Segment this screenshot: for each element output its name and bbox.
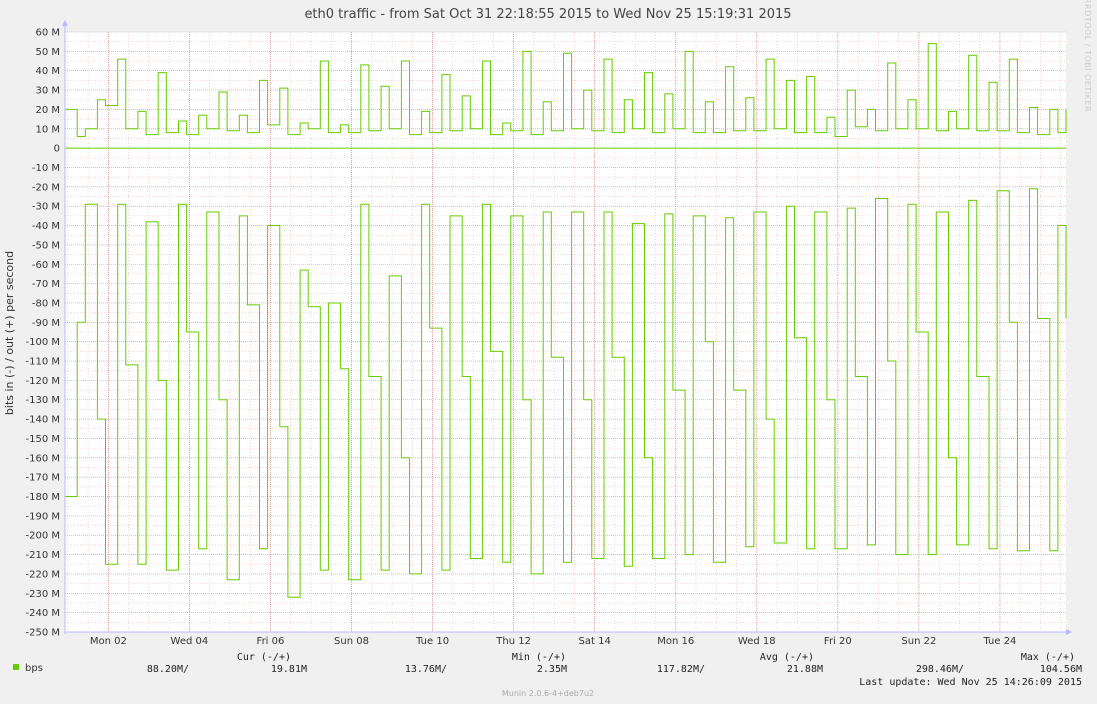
y-tick-label: -200 M <box>25 531 60 542</box>
x-tick-label: Mon 16 <box>657 636 694 647</box>
y-axis-arrow-icon <box>62 20 68 26</box>
y-tick-label: 0 <box>54 144 60 155</box>
series-line-in <box>65 188 1067 598</box>
x-tick-label: Wed 04 <box>171 636 209 647</box>
legend-avg-in: 117.82M/ <box>657 664 705 675</box>
y-tick-label: -30 M <box>32 202 60 213</box>
x-tick-label: Fri 06 <box>257 636 285 647</box>
x-axis-ticks: Mon 02 Wed 04 Fri 06 Sun 08 Tue 10 Thu 12 Sat … <box>90 636 1017 647</box>
legend-max-in: 298.46M/ <box>916 664 964 675</box>
legend-min-in: 13.76M/ <box>405 664 447 675</box>
legend: bps Cur (-/+) Min (-/+) Avg (-/+) Max (-… <box>13 652 1082 688</box>
y-tick-label: -40 M <box>32 221 60 232</box>
y-tick-label: -220 M <box>25 569 60 580</box>
y-tick-label: -20 M <box>32 182 60 193</box>
y-axis-ticks: 60 M 50 M 40 M 30 M 20 M 10 M 0 -10 M -20 M -30 M… <box>25 28 60 639</box>
x-tick-label: Fri 20 <box>824 636 852 647</box>
y-tick-label: 20 M <box>35 105 60 116</box>
y-tick-label: 30 M <box>35 86 60 97</box>
y-tick-label: -60 M <box>32 260 60 271</box>
y-tick-label: -240 M <box>25 608 60 619</box>
y-tick-label: 60 M <box>35 28 60 39</box>
legend-header-cur: Cur (-/+) <box>237 652 291 663</box>
y-tick-label: -140 M <box>25 415 60 426</box>
rrdtool-watermark: RRDTOOL / TOBI OETIKER <box>1083 0 1092 112</box>
legend-avg-out: 21.88M <box>787 664 823 675</box>
y-tick-label: -120 M <box>25 376 60 387</box>
y-tick-label: -180 M <box>25 492 60 503</box>
series-layer <box>65 43 1067 598</box>
y-tick-label: -210 M <box>25 550 60 561</box>
x-axis-arrow-icon <box>1066 629 1072 635</box>
legend-header-max: Max (-/+) <box>1021 652 1075 663</box>
y-tick-label: -160 M <box>25 453 60 464</box>
x-tick-label: Sat 14 <box>579 636 611 647</box>
legend-header-min: Min (-/+) <box>512 652 566 663</box>
y-tick-label: -190 M <box>25 511 60 522</box>
chart-title: eth0 traffic - from Sat Oct 31 22:18:55 … <box>304 7 791 22</box>
x-tick-label: Sun 22 <box>901 636 936 647</box>
x-tick-label: Tue 10 <box>415 636 449 647</box>
x-tick-label: Sun 08 <box>334 636 369 647</box>
series-line-out <box>65 43 1067 137</box>
y-tick-label: -150 M <box>25 434 60 445</box>
y-axis-label: bits in (-) / out (+) per second <box>3 251 16 415</box>
y-tick-label: -130 M <box>25 395 60 406</box>
y-tick-label: 50 M <box>35 47 60 58</box>
legend-swatch <box>13 664 19 670</box>
munin-version: Munin 2.0.6-4+deb7u2 <box>502 689 594 698</box>
legend-label: bps <box>25 663 43 674</box>
y-tick-label: -110 M <box>25 357 60 368</box>
y-tick-label: -250 M <box>25 628 60 639</box>
y-tick-label: -230 M <box>25 589 60 600</box>
y-tick-label: -70 M <box>32 279 60 290</box>
y-tick-label: -80 M <box>32 298 60 309</box>
y-tick-label: -90 M <box>32 318 60 329</box>
grid <box>65 31 1066 633</box>
y-tick-label: 40 M <box>35 66 60 77</box>
legend-cur-in: 88.20M/ <box>147 664 189 675</box>
y-tick-label: 10 M <box>35 124 60 135</box>
last-update: Last update: Wed Nov 25 14:26:09 2015 <box>859 677 1082 688</box>
x-tick-label: Tue 24 <box>982 636 1016 647</box>
y-tick-label: -170 M <box>25 473 60 484</box>
y-tick-label: -10 M <box>32 163 60 174</box>
legend-min-out: 2.35M <box>537 664 567 675</box>
x-tick-label: Thu 12 <box>495 636 531 647</box>
y-tick-label: -100 M <box>25 337 60 348</box>
x-tick-label: Wed 18 <box>738 636 776 647</box>
legend-header-avg: Avg (-/+) <box>760 652 814 663</box>
x-tick-label: Mon 02 <box>90 636 127 647</box>
legend-max-out: 104.56M <box>1040 664 1082 675</box>
y-tick-label: -50 M <box>32 240 60 251</box>
legend-cur-out: 19.81M <box>271 664 307 675</box>
